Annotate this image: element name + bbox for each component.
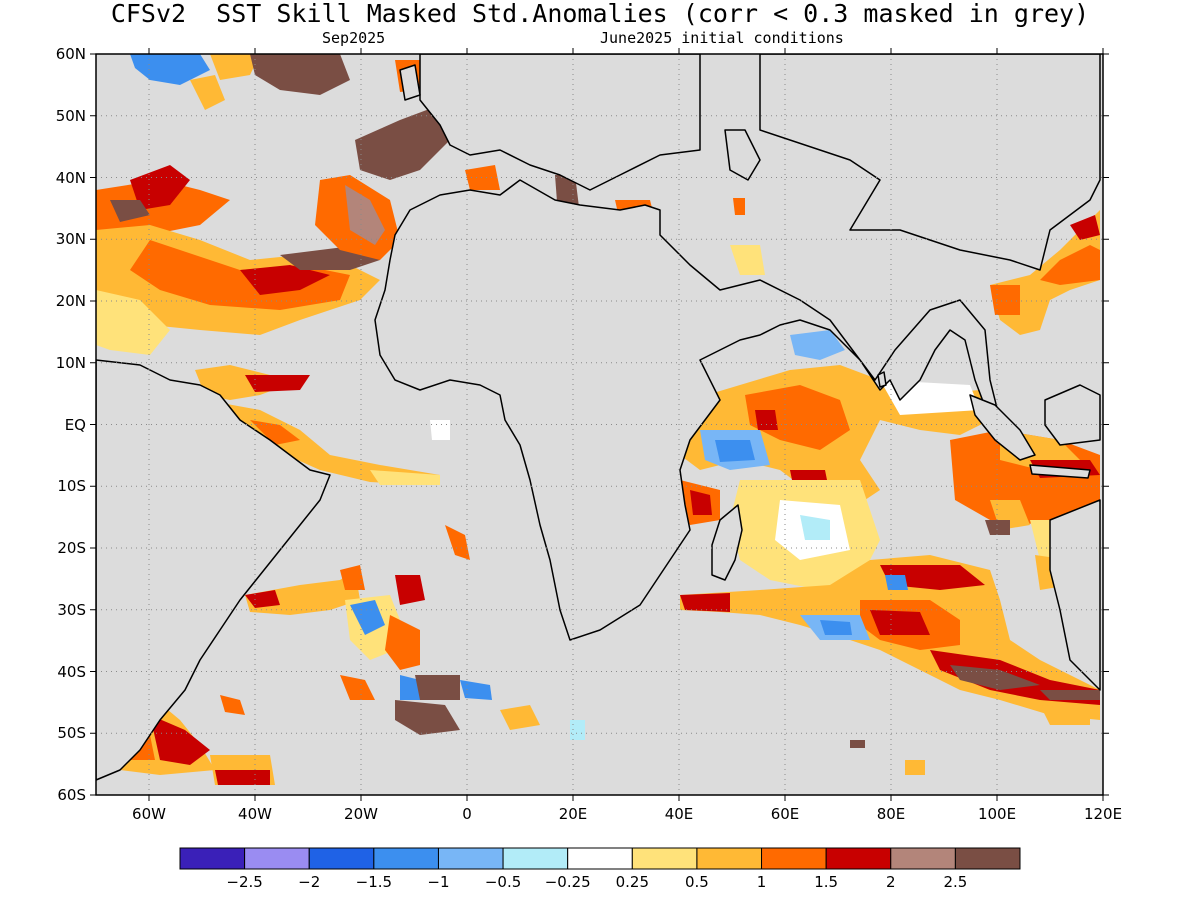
australia-landmass (1049, 499, 1101, 691)
colorbar-swatch (890, 847, 956, 870)
colorbar-label: 0.25 (615, 873, 649, 891)
colorbar-label: 1 (756, 873, 767, 891)
longitude-label: 60W (132, 805, 166, 823)
colorbar-swatch (825, 847, 892, 870)
colorbar-swatch (631, 847, 698, 870)
longitude-label: 20E (558, 805, 588, 823)
java-island (1029, 464, 1091, 479)
colorbar-label: −0.25 (544, 873, 591, 891)
colorbar-swatch (437, 847, 504, 870)
colorbar-label: −1 (427, 873, 450, 891)
borneo-island (1044, 384, 1101, 446)
colorbar-label: −0.5 (484, 873, 522, 891)
colorbar-swatch (502, 847, 569, 870)
europe-landmass (419, 54, 701, 191)
graticule (96, 54, 1103, 795)
longitude-label: 0 (462, 805, 472, 823)
longitude-label: 40E (664, 805, 694, 823)
colorbar-swatch (761, 847, 827, 870)
land-masses (96, 54, 1101, 781)
valid-month-label: Sep2025 (322, 29, 386, 47)
britain-island (399, 64, 421, 101)
madagascar (711, 504, 743, 581)
latitude-label: EQ (64, 415, 86, 434)
latitude-label: 10S (57, 477, 86, 496)
latitude-label: 30N (55, 230, 86, 249)
longitude-label: 60E (770, 805, 800, 823)
latitude-label: 50S (57, 724, 86, 743)
colorbar-swatch (308, 847, 375, 870)
latitude-label: 50N (55, 106, 86, 125)
colorbar-swatch (179, 847, 246, 870)
latitude-label: 30S (57, 600, 86, 619)
latitude-label: 60S (57, 786, 86, 804)
south-america-landmass (96, 359, 331, 781)
latitude-label: 20S (57, 539, 86, 557)
colorbar-swatch (696, 847, 763, 870)
colorbar-swatch (567, 847, 633, 870)
colorbar-swatch (373, 847, 439, 870)
colorbar-label: −2.5 (226, 873, 263, 891)
colorbar-label: 1.5 (814, 873, 839, 891)
colorbar-swatch (244, 847, 310, 870)
caspian-sea (724, 129, 761, 181)
latitude-label: 20N (55, 292, 86, 310)
sumatra-island (969, 394, 1036, 461)
longitude-label: 80E (876, 805, 906, 823)
longitude-label: 100E (977, 805, 1017, 823)
colorbar-label: −2 (298, 873, 321, 891)
colorbar-swatch (954, 847, 1021, 870)
latitude-label: 40S (57, 662, 86, 681)
longitude-label: 20W (344, 805, 378, 823)
colorbar (179, 847, 1021, 870)
colorbar-label: −1.5 (355, 873, 393, 891)
colorbar-label: 0.5 (684, 873, 709, 891)
india-asia-landmass (759, 54, 1101, 271)
init-conditions-label: June2025 initial conditions (600, 29, 844, 47)
colorbar-label: 2 (885, 873, 896, 891)
longitude-label: 120E (1083, 805, 1123, 823)
axis-ticks (90, 48, 1109, 801)
latitude-label: 60N (55, 45, 86, 63)
latitude-label: 10N (55, 353, 86, 372)
map-title: CFSv2 SST Skill Masked Std.Anomalies (co… (110, 0, 1090, 28)
colorbar-label: 2.5 (943, 873, 968, 891)
latitude-label: 40N (55, 168, 86, 187)
longitude-label: 40W (238, 805, 272, 823)
africa-arabia-asia-landmass (374, 179, 1001, 641)
sri-lanka-island (877, 371, 887, 388)
